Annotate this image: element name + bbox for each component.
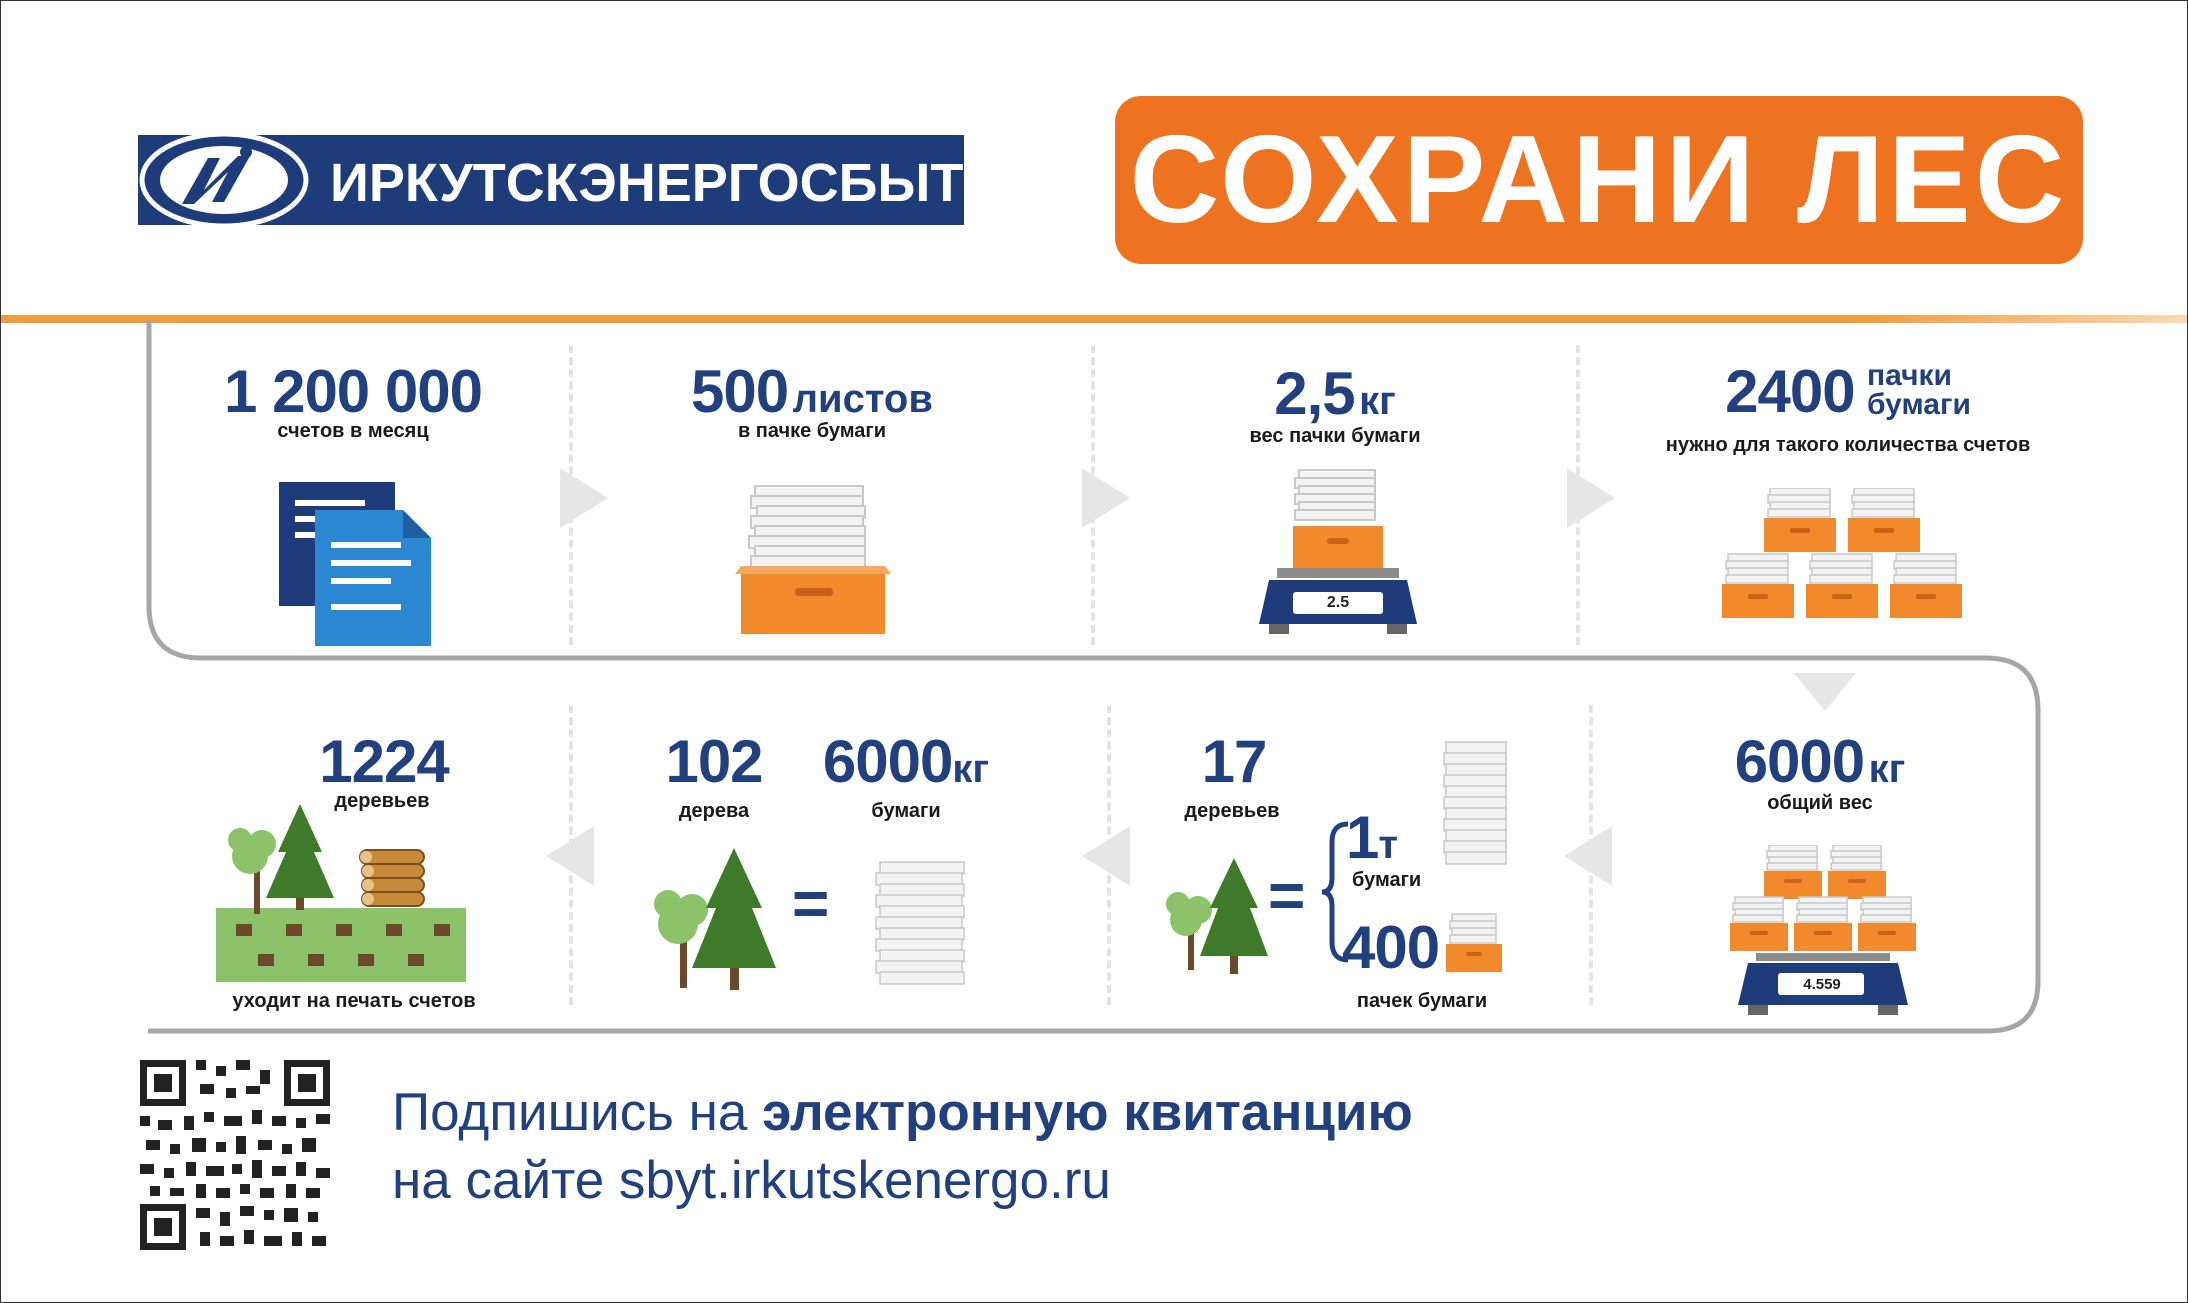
- paper-stack-icon: [875, 861, 965, 985]
- paper-stack-icon: [1443, 741, 1507, 865]
- step3-caption: вес пачки бумаги: [1249, 425, 1421, 447]
- step5-caption: общий вес: [1767, 792, 1873, 814]
- step7-equals: =: [792, 867, 830, 939]
- step4-caption: нужно для такого количества счетов: [1665, 434, 2031, 456]
- cta-line1-prefix: Подпишись на: [392, 1083, 763, 1142]
- tree-icon: [1166, 858, 1268, 974]
- step8-caption: деревьев: [334, 790, 430, 812]
- step3-scale-display: 2.5: [1326, 594, 1350, 611]
- arrow-right-icon: [560, 468, 608, 528]
- step2-value: 500: [691, 358, 789, 425]
- step3-heading: 2,5 кг: [1274, 364, 1396, 424]
- step2-unit: листов: [792, 377, 933, 421]
- step6-caption: деревьев: [1184, 800, 1280, 822]
- step6-packs-value: 400: [1342, 914, 1440, 981]
- paper-box-icon: [1446, 913, 1502, 972]
- forest-icon: [216, 804, 466, 982]
- arrow-left-icon: [1082, 826, 1130, 886]
- step1-caption: счетов в месяц: [277, 420, 429, 442]
- step2-caption: в пачке бумаги: [737, 420, 887, 442]
- scale-icon: [1729, 845, 1917, 1015]
- step5-heading: 6000 кг: [1735, 732, 1906, 792]
- step5-scale-display: 4.559: [1803, 976, 1841, 993]
- scale-icon: [1259, 469, 1417, 634]
- step4-unit-line2: бумаги: [1867, 387, 1971, 421]
- tree-icon: [654, 848, 776, 990]
- step4-value: 2400: [1725, 358, 1855, 425]
- step7-paper-caption: бумаги: [871, 800, 941, 822]
- step8-bottom-caption: уходит на печать счетов: [232, 990, 476, 1012]
- step7-paper-value: 6000: [822, 728, 953, 795]
- step1-value: 1 200 000: [224, 358, 483, 425]
- orange-rule: [0, 315, 2188, 323]
- boxes-icon: [1722, 488, 1963, 619]
- step3-unit: кг: [1359, 379, 1396, 423]
- step7-paper-unit: кг: [952, 747, 990, 791]
- step6-equals: =: [1268, 859, 1306, 931]
- arrow-left-icon: [546, 826, 594, 886]
- step8-value: 1224: [319, 728, 449, 795]
- step7-paper-heading: 6000кг: [823, 732, 989, 792]
- brand-name: ИРКУТСКЭНЕРГОСБЫТ: [330, 153, 964, 213]
- step4-unit-line1: пачки: [1867, 359, 1952, 392]
- step6-ton-caption: бумаги: [1352, 869, 1422, 891]
- brace-icon: [1321, 821, 1349, 963]
- step6-ton: 1т: [1346, 808, 1398, 868]
- slogan-title: СОХРАНИ ЛЕС: [1129, 111, 2069, 249]
- step6-ton-unit: т: [1378, 823, 1398, 867]
- arrow-down-icon: [1794, 673, 1856, 711]
- step7-trees-caption: дерева: [678, 800, 750, 822]
- qr-code-icon[interactable]: [140, 1060, 330, 1250]
- documents-icon: [279, 482, 431, 646]
- step2-heading: 500 листов: [691, 362, 933, 422]
- slogan-banner: [1115, 96, 2083, 264]
- step5-unit: кг: [1868, 747, 1906, 791]
- cta-line2-link[interactable]: на сайте sbyt.irkutskenergo.ru: [392, 1151, 1111, 1210]
- step4-heading: 2400 пачки бумаги: [1725, 359, 1971, 422]
- step7-trees-value: 102: [665, 728, 763, 795]
- cta-line1-bold: электронную квитанцию: [762, 1083, 1413, 1142]
- paper-box-icon: [735, 485, 891, 634]
- step3-value: 2,5: [1274, 360, 1355, 427]
- step5-value: 6000: [1734, 728, 1865, 795]
- cta-line1: Подпишись на электронную квитанцию: [392, 1082, 1413, 1143]
- step6-value: 17: [1201, 728, 1268, 795]
- step6-ton-value: 1: [1346, 804, 1379, 871]
- logo-emblem-icon: [139, 132, 309, 228]
- arrow-right-icon: [1567, 468, 1615, 528]
- step6-packs-caption: пачек бумаги: [1356, 990, 1488, 1012]
- arrow-right-icon: [1082, 468, 1130, 528]
- arrow-left-icon: [1564, 826, 1612, 886]
